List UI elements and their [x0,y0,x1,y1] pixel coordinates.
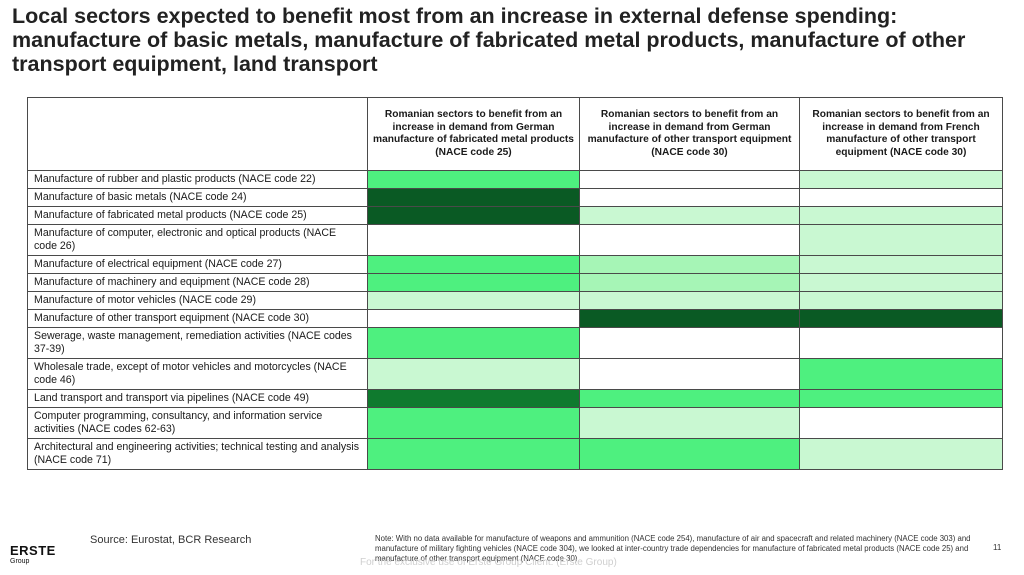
row-label: Manufacture of rubber and plastic produc… [27,170,368,189]
table-row: Manufacture of other transport equipment… [27,309,1003,328]
heat-cell [579,273,800,292]
heat-cell [579,206,800,225]
heat-cell [579,255,800,274]
heat-cell [367,224,580,256]
table-row: Manufacture of electrical equipment (NAC… [27,255,1003,274]
heat-cell [579,291,800,310]
table-row: Manufacture of rubber and plastic produc… [27,170,1003,189]
table-row: Wholesale trade, except of motor vehicle… [27,358,1003,390]
heat-cell [579,224,800,256]
source-note: Source: Eurostat, BCR Research [90,534,252,546]
table-row: Manufacture of computer, electronic and … [27,224,1003,256]
table-header-row: Romanian sectors to benefit from an incr… [27,97,1003,171]
logo-name: ERSTE [10,543,56,558]
heat-cell [799,291,1003,310]
heat-cell [799,224,1003,256]
heat-cell [799,389,1003,408]
watermark: For the exclusive use of Erste Group Cli… [360,557,617,568]
heat-cell [799,206,1003,225]
table-row: Manufacture of machinery and equipment (… [27,273,1003,292]
heat-cell [367,407,580,439]
row-label: Manufacture of computer, electronic and … [27,224,368,256]
heat-cell [367,170,580,189]
heat-cell [367,255,580,274]
heat-cell [799,273,1003,292]
column-header: Romanian sectors to benefit from an incr… [799,97,1003,171]
heat-cell [367,309,580,328]
erste-logo: ERSTE Group [10,543,70,565]
sector-table-container: Romanian sectors to benefit from an incr… [27,97,1003,470]
heat-cell [579,438,800,470]
column-header [27,97,368,171]
table-body: Manufacture of rubber and plastic produc… [27,170,1003,470]
heat-cell [799,358,1003,390]
table-row: Manufacture of basic metals (NACE code 2… [27,188,1003,207]
column-header: Romanian sectors to benefit from an incr… [367,97,580,171]
heat-cell [367,188,580,207]
page-title: Local sectors expected to benefit most f… [12,4,966,76]
heat-cell [799,327,1003,359]
table-row: Architectural and engineering activities… [27,438,1003,470]
heat-cell [799,170,1003,189]
row-label: Manufacture of fabricated metal products… [27,206,368,225]
table-row: Manufacture of motor vehicles (NACE code… [27,291,1003,310]
footnote: Note: With no data available for manufac… [375,534,971,563]
heat-cell [367,438,580,470]
heat-cell [799,188,1003,207]
heat-cell [579,309,800,328]
heat-cell [367,206,580,225]
heat-cell [799,255,1003,274]
page-number: 11 [993,543,1002,552]
heat-cell [799,309,1003,328]
heat-cell [799,438,1003,470]
heat-cell [579,389,800,408]
row-label: Manufacture of machinery and equipment (… [27,273,368,292]
heat-cell [367,273,580,292]
heat-cell [799,407,1003,439]
heat-cell [579,407,800,439]
row-label: Manufacture of other transport equipment… [27,309,368,328]
heat-cell [579,188,800,207]
logo-subtext: Group [10,558,30,565]
heat-cell [367,327,580,359]
heat-cell [579,358,800,390]
row-label: Manufacture of motor vehicles (NACE code… [27,291,368,310]
heat-cell [367,389,580,408]
row-label: Manufacture of electrical equipment (NAC… [27,255,368,274]
row-label: Land transport and transport via pipelin… [27,389,368,408]
table-row: Computer programming, consultancy, and i… [27,407,1003,439]
table-row: Manufacture of fabricated metal products… [27,206,1003,225]
table-row: Sewerage, waste management, remediation … [27,327,1003,359]
heat-cell [579,327,800,359]
column-header: Romanian sectors to benefit from an incr… [579,97,800,171]
row-label: Manufacture of basic metals (NACE code 2… [27,188,368,207]
sector-benefit-table: Romanian sectors to benefit from an incr… [27,97,1003,470]
row-label: Sewerage, waste management, remediation … [27,327,368,359]
row-label: Wholesale trade, except of motor vehicle… [27,358,368,390]
row-label: Computer programming, consultancy, and i… [27,407,368,439]
heat-cell [579,170,800,189]
table-row: Land transport and transport via pipelin… [27,389,1003,408]
heat-cell [367,291,580,310]
row-label: Architectural and engineering activities… [27,438,368,470]
heat-cell [367,358,580,390]
